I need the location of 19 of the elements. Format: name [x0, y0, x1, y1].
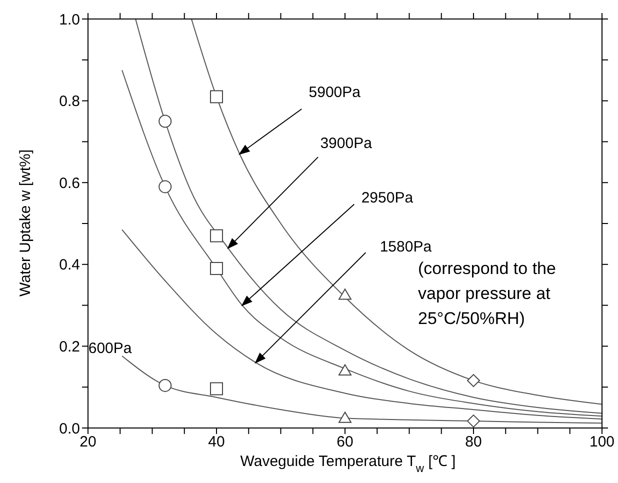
y-tick-label: 0.0	[59, 420, 80, 438]
annotation: 600Pa	[88, 340, 132, 357]
x-tick-label: 80	[465, 434, 482, 451]
y-tick-label: 0.2	[59, 338, 80, 356]
x-tick-label: 40	[208, 434, 225, 451]
x-tick-label: 60	[336, 434, 354, 451]
annotation: (correspond to the vapor pressure at 25°C/50%RH)	[418, 258, 557, 330]
y-axis-title: Water Uptake w [wt%]	[17, 150, 34, 296]
annotation: 3900Pa	[320, 134, 373, 152]
y-tick-label: 0.6	[59, 174, 80, 192]
annotation: 5900Pa	[308, 83, 362, 100]
y-tick-label: 1.0	[59, 11, 80, 28]
y-tick-label: 0.4	[59, 256, 80, 274]
x-axis-title: Waveguide Temperature T$_{w}$ [℃ ]	[240, 453, 456, 475]
annotation: 1580Pa	[380, 238, 432, 256]
x-tick-label: 100	[589, 434, 615, 451]
y-tick-label: 0.8	[59, 93, 80, 110]
x-tick-label: 20	[80, 434, 96, 451]
annotation: 2950Pa	[361, 188, 414, 206]
